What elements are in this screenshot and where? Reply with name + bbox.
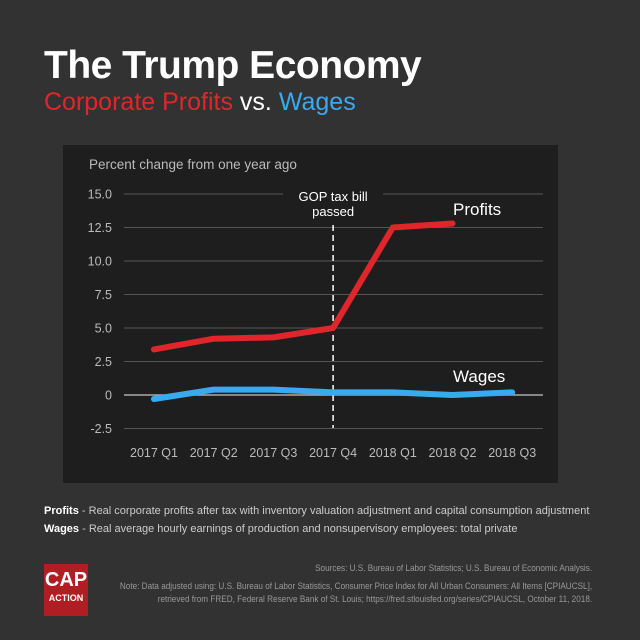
note-line-2: retrieved from FRED, Federal Reserve Ban… bbox=[157, 594, 592, 605]
definition-text: - Real average hourly earnings of produc… bbox=[79, 523, 518, 535]
definition-text: - Real corporate profits after tax with … bbox=[78, 505, 590, 517]
definition-term: Wages bbox=[44, 523, 80, 535]
y-tick-label: 5.0 bbox=[95, 322, 112, 336]
annotation-line-1: GOP tax bill bbox=[299, 189, 368, 204]
y-axis-label: Percent change from one year ago bbox=[89, 157, 297, 172]
y-tick-label: 0 bbox=[105, 389, 112, 403]
logo-action: ACTION bbox=[48, 593, 84, 603]
subtitle-profits: Corporate Profits bbox=[44, 88, 233, 116]
series-label-wages: Wages bbox=[453, 367, 505, 386]
x-tick-label: 2017 Q3 bbox=[249, 446, 297, 460]
annotation-background bbox=[283, 186, 384, 222]
x-tick-label: 2017 Q2 bbox=[190, 446, 238, 460]
subtitle-vs: vs. bbox=[232, 88, 279, 116]
x-tick-label: 2018 Q3 bbox=[488, 446, 536, 460]
definition-profits: Profits - Real corporate profits after t… bbox=[44, 505, 589, 517]
x-tick-label: 2018 Q2 bbox=[429, 446, 477, 460]
series-line-profits bbox=[151, 220, 456, 353]
y-tick-label: 15.0 bbox=[88, 188, 112, 202]
subtitle: Corporate Profits vs. Wages bbox=[44, 88, 356, 117]
y-tick-label: 7.5 bbox=[95, 288, 112, 302]
x-tick-label: 2018 Q1 bbox=[369, 446, 417, 460]
definition-term: Profits bbox=[44, 505, 79, 517]
annotation-line-2: passed bbox=[312, 204, 354, 219]
x-tick-label: 2017 Q1 bbox=[130, 446, 178, 460]
subtitle-wages: Wages bbox=[278, 88, 356, 116]
sources: Sources: U.S. Bureau of Labor Statistics… bbox=[314, 563, 592, 574]
x-tick-label: 2017 Q4 bbox=[309, 446, 357, 460]
cap-action-logo: CAP ACTION bbox=[44, 564, 88, 616]
y-tick-label: 2.5 bbox=[95, 355, 112, 369]
series-label-profits: Profits bbox=[453, 200, 501, 219]
note-line-1: Note: Data adjusted using: U.S. Bureau o… bbox=[119, 581, 592, 592]
y-tick-label: -2.5 bbox=[90, 422, 112, 436]
page-title: The Trump Economy bbox=[44, 44, 422, 87]
y-tick-label: 12.5 bbox=[88, 221, 112, 235]
definition-wages: Wages - Real average hourly earnings of … bbox=[44, 523, 517, 535]
y-tick-label: 10.0 bbox=[88, 255, 112, 269]
logo-cap: CAP bbox=[44, 569, 88, 591]
